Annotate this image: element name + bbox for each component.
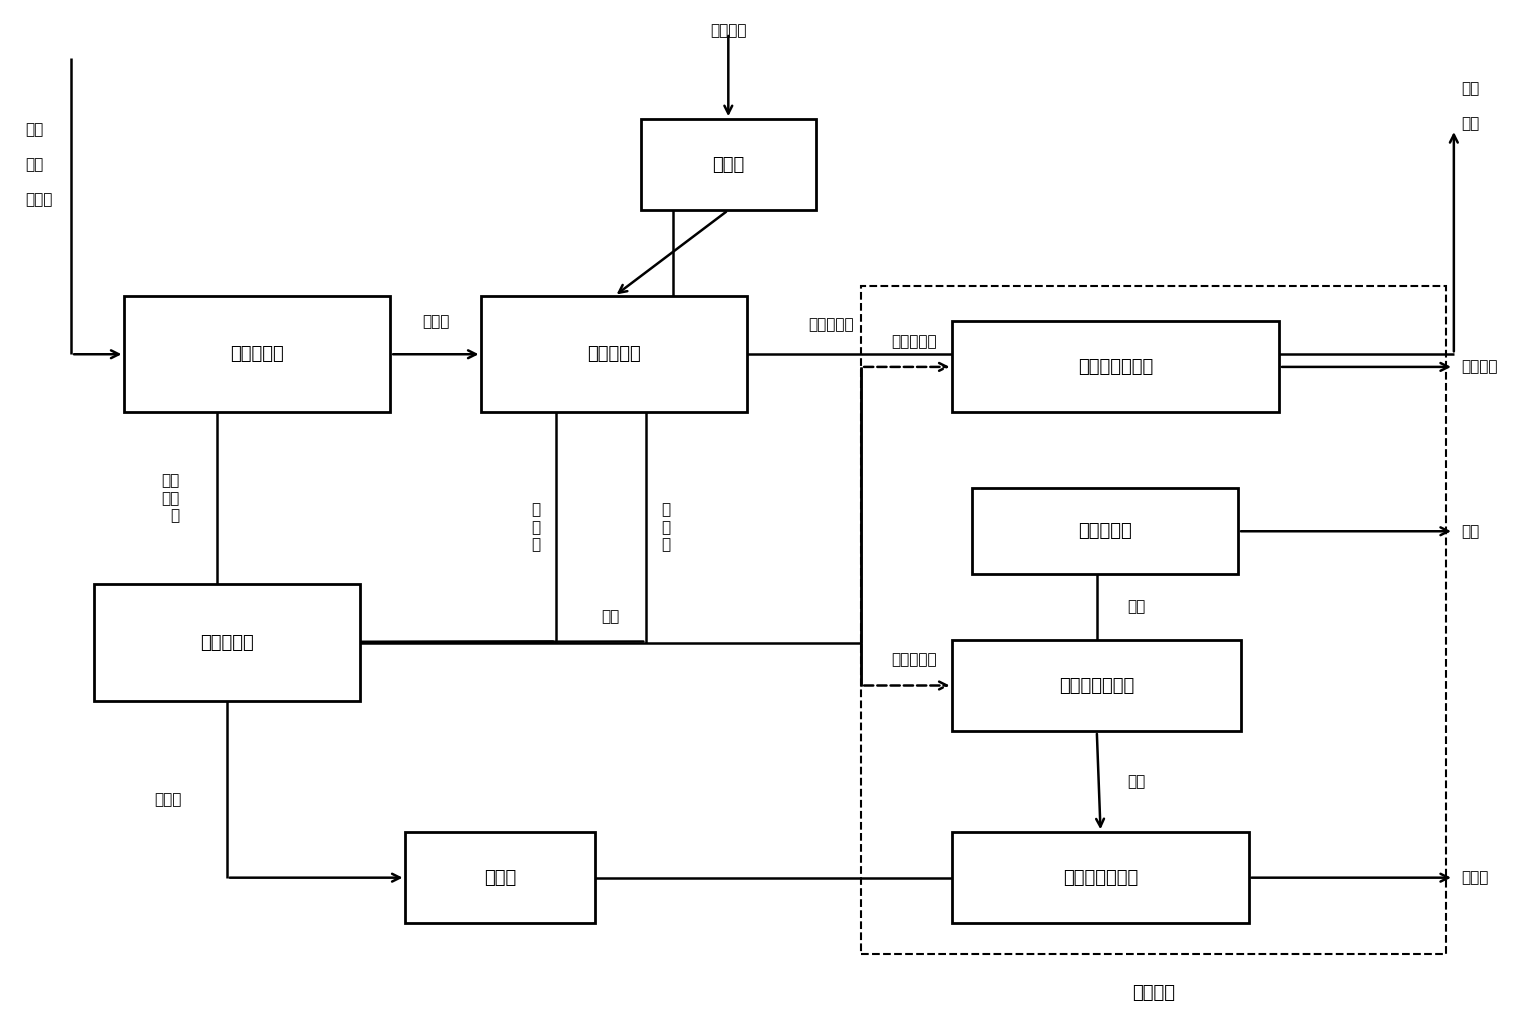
Text: 钻井液: 钻井液 <box>26 192 53 207</box>
Text: 钻井液分类储罐: 钻井液分类储罐 <box>1078 358 1153 376</box>
Text: 清液储运罐: 清液储运罐 <box>1078 523 1132 540</box>
Text: 过筛液: 过筛液 <box>422 314 450 328</box>
Text: 井口: 井口 <box>26 122 44 136</box>
Bar <box>482 296 747 413</box>
Text: 液体: 液体 <box>1127 600 1145 614</box>
Bar <box>406 832 595 923</box>
Text: 分级过滤机: 分级过滤机 <box>587 345 640 363</box>
Text: 大粒
湿钻
屑: 大粒 湿钻 屑 <box>162 474 180 524</box>
Text: 入井: 入井 <box>1461 117 1479 131</box>
Text: 固体: 固体 <box>1127 774 1145 789</box>
Text: 无害化处理装置: 无害化处理装置 <box>1063 869 1138 887</box>
Text: 快速固液分离机: 快速固液分离机 <box>1060 676 1135 695</box>
Bar <box>971 488 1238 575</box>
Text: 细
钻
屑: 细 钻 屑 <box>662 502 671 552</box>
Text: 干钻屑: 干钻屑 <box>154 792 181 806</box>
Bar <box>953 640 1241 731</box>
Text: 箱式压榨机: 箱式压榨机 <box>200 634 253 652</box>
Text: 储运箱: 储运箱 <box>485 869 517 887</box>
Bar <box>95 585 360 701</box>
Text: 滤液: 滤液 <box>601 609 619 624</box>
Text: 加重固相: 加重固相 <box>711 23 747 39</box>
Text: 返回: 返回 <box>26 157 44 172</box>
Bar <box>862 286 1446 954</box>
Bar <box>640 119 816 211</box>
Text: 循环: 循环 <box>1461 81 1479 97</box>
Text: 分散器: 分散器 <box>712 156 744 174</box>
Bar <box>125 296 390 413</box>
Text: 可用钻井液: 可用钻井液 <box>892 334 938 349</box>
Bar <box>953 832 1249 923</box>
Text: 回注: 回注 <box>1461 524 1479 539</box>
Bar <box>953 321 1279 413</box>
Text: 高效振动筛: 高效振动筛 <box>230 345 284 363</box>
Text: 粗
钻
屑: 粗 钻 屑 <box>532 502 541 552</box>
Text: 报废钻井液: 报废钻井液 <box>892 652 938 667</box>
Text: 制步砖: 制步砖 <box>1461 871 1488 885</box>
Text: 重复使用: 重复使用 <box>1461 359 1498 374</box>
Text: 清洁钻井液: 清洁钻井液 <box>808 317 854 332</box>
Text: 再生中心: 再生中心 <box>1132 983 1176 1002</box>
